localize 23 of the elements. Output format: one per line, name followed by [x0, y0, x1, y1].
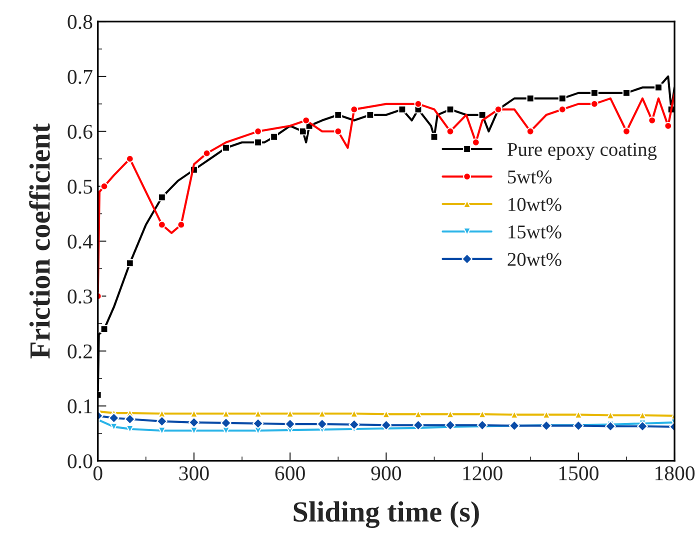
x-tick-label: 1500	[559, 466, 598, 480]
y-tick-label: 0.0	[68, 454, 92, 468]
x-tick-label: 900	[371, 466, 402, 480]
legend-label: 5wt%	[508, 170, 552, 184]
y-tick-label: 0.3	[68, 289, 92, 304]
legend-label: 10wt%	[508, 198, 562, 212]
y-tick-label: 0.1	[68, 399, 92, 414]
y-tick-label: 0.8	[68, 14, 92, 30]
x-axis-title: Sliding time (s)	[294, 501, 479, 528]
y-tick-label: 0.4	[68, 234, 93, 249]
x-tick-label: 300	[179, 466, 209, 480]
y-tick-label: 0.7	[68, 70, 92, 84]
x-tick-label: 0	[93, 466, 102, 480]
legend-label: Pure epoxy coating	[507, 142, 657, 160]
y-tick-label: 0.2	[68, 344, 92, 359]
x-tick-label: 1200	[463, 466, 502, 480]
x-tick-label: 1800	[656, 466, 695, 480]
y-tick-label: 0.5	[68, 180, 92, 194]
x-tick-label: 600	[275, 466, 305, 480]
legend-label: 20wt%	[508, 252, 562, 266]
y-axis-title: Friction coefficient	[29, 124, 50, 359]
y-tick-label: 0.6	[68, 124, 92, 139]
legend-label: 15wt%	[508, 225, 562, 239]
